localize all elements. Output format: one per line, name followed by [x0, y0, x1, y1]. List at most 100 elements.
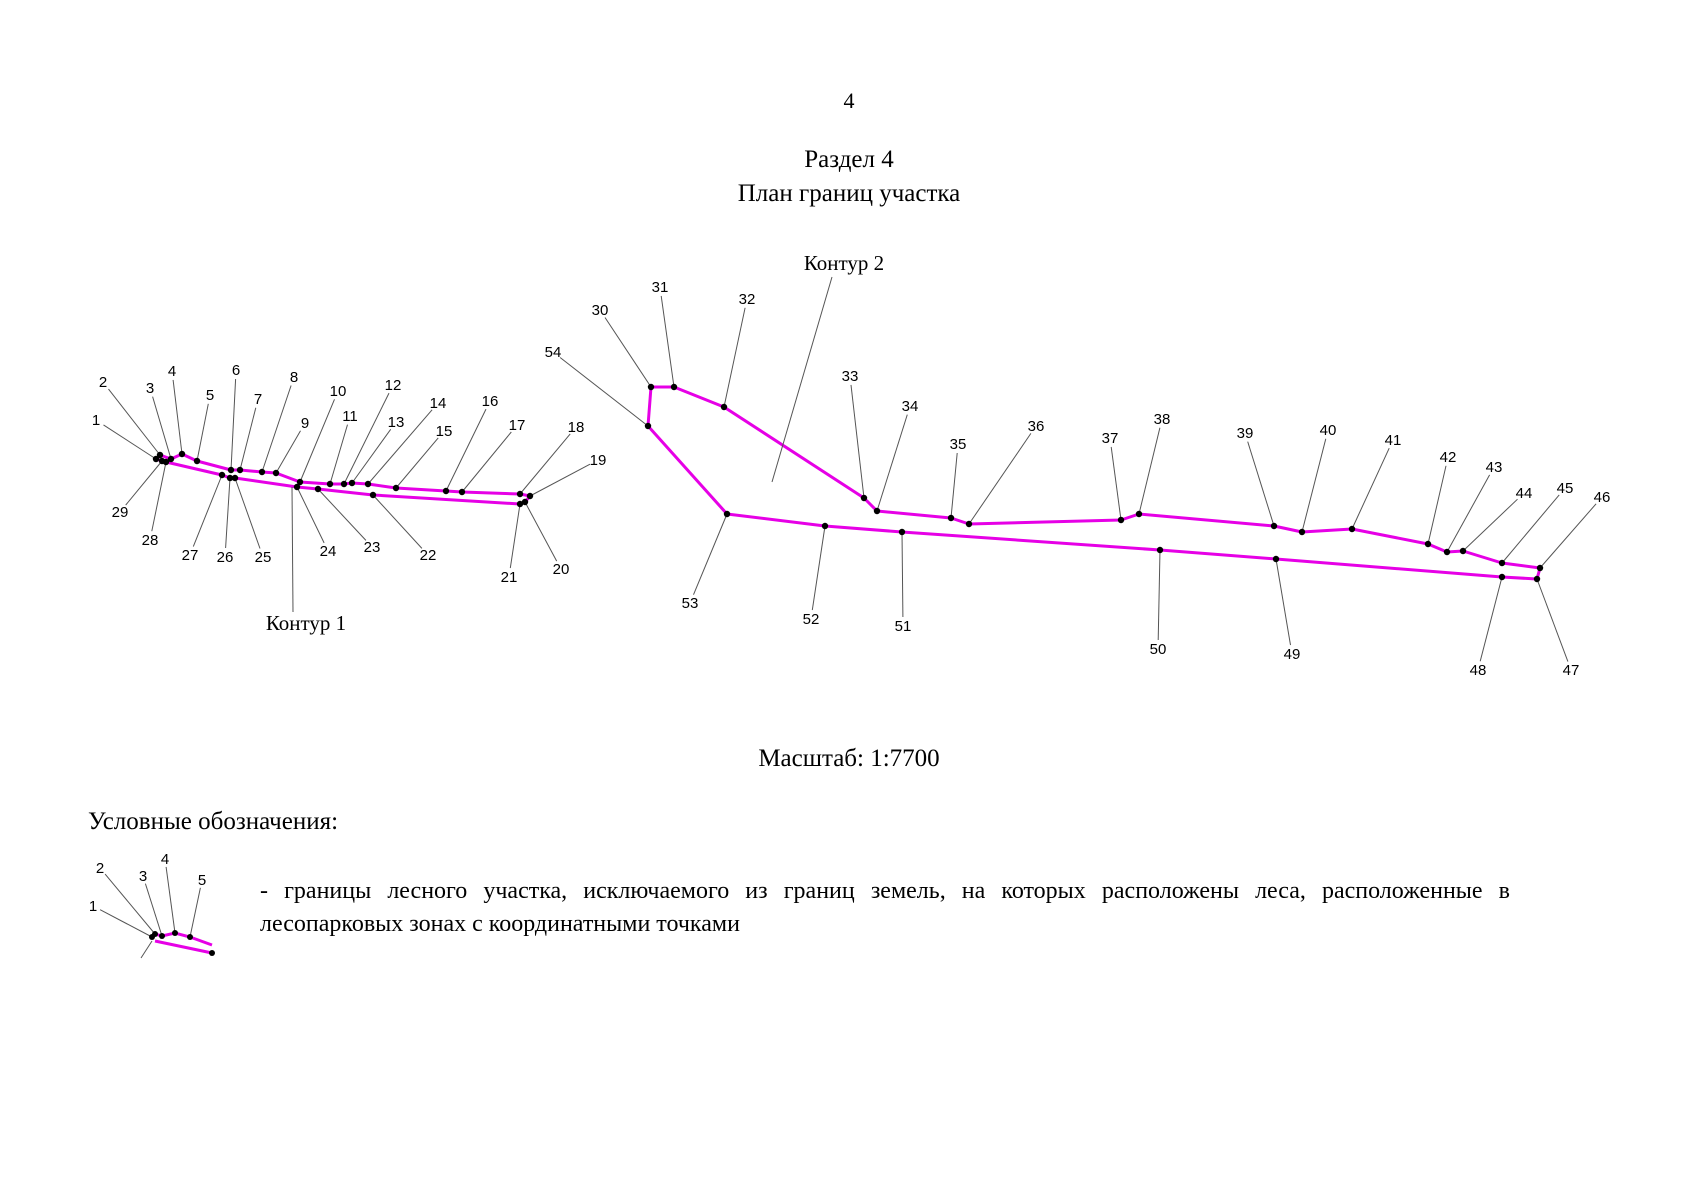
point-label-24: 24: [320, 543, 337, 560]
leader-line-22: [372, 494, 423, 549]
point-label-7: 7: [254, 391, 262, 408]
point-label-26: 26: [217, 549, 234, 566]
legend-sample-icon: 1 2 34 5: [89, 851, 215, 959]
point-label-3: 3: [146, 380, 154, 397]
point-label-45: 45: [1557, 480, 1574, 497]
leader-line-11: [329, 424, 348, 485]
point-label-19: 19: [590, 452, 607, 469]
leader-line-16: [445, 408, 487, 492]
point-label-28: 28: [142, 532, 159, 549]
point-label-32: 32: [739, 291, 756, 308]
boundary-point-40: [1298, 528, 1306, 536]
point-label-21: 21: [501, 569, 518, 586]
leader-line-21: [509, 503, 521, 569]
point-label-36: 36: [1028, 418, 1045, 435]
boundary-point-5: [193, 457, 201, 465]
leader-line-51: [901, 531, 904, 618]
point-label-6: 6: [232, 362, 240, 379]
boundary-point-47: [1533, 575, 1541, 583]
legend-heading: Условные обозначения:: [88, 808, 339, 835]
contour-2-leader: [771, 276, 833, 483]
boundary-point-49: [1272, 555, 1280, 563]
leader-line-20: [524, 501, 558, 562]
legend-sample-label-1: 1: [89, 898, 97, 915]
leader-line-42: [1427, 465, 1447, 545]
legend-description: - границы лесного участка, исключаемого …: [260, 878, 1510, 937]
leader-line-50: [1157, 549, 1161, 641]
leader-line-26: [225, 477, 231, 549]
boundary-point-3: [167, 455, 175, 463]
point-label-8: 8: [290, 369, 298, 386]
boundary-point-31: [670, 383, 678, 391]
leader-line-29: [125, 460, 163, 506]
leader-line-39: [1247, 441, 1275, 527]
boundary-point-52: [821, 522, 829, 530]
point-label-18: 18: [568, 419, 585, 436]
point-label-49: 49: [1284, 646, 1301, 663]
boundary-point-33: [860, 494, 868, 502]
section-title: Раздел 4: [804, 146, 894, 173]
boundary-point-27: [218, 471, 226, 479]
point-marks: [152, 383, 1544, 583]
point-label-37: 37: [1102, 430, 1119, 447]
boundary-point-25: [231, 474, 239, 482]
contour-1-leader: [291, 486, 294, 613]
boundary-point-18: [516, 490, 524, 498]
boundary-point-42: [1424, 540, 1432, 548]
leader-line-31: [660, 295, 675, 388]
leader-line-9: [275, 430, 301, 474]
boundary-point-20: [521, 498, 529, 506]
point-label-54: 54: [545, 344, 562, 361]
leader-line-37: [1110, 446, 1122, 521]
point-label-23: 23: [364, 539, 381, 556]
boundary-point-1: [152, 455, 160, 463]
boundary-point-32: [720, 403, 728, 411]
leader-line-28: [151, 461, 167, 532]
leader-line-3: [152, 396, 172, 460]
legend-sample-point-4: [172, 930, 178, 936]
page-number: 4: [843, 88, 855, 113]
point-label-22: 22: [420, 547, 437, 564]
leader-line-15: [395, 437, 439, 489]
point-label-27: 27: [182, 547, 199, 564]
leader-line-47: [1536, 578, 1569, 662]
legend-sample-leader-3: [144, 883, 163, 937]
leader-line-1: [103, 424, 157, 460]
point-label-13: 13: [388, 414, 405, 431]
boundary-point-17: [458, 488, 466, 496]
boundary-point-16: [442, 487, 450, 495]
contour-labels: Контур 1 Контур 2: [266, 251, 884, 635]
contour-1-label: Контур 1: [266, 611, 346, 635]
leader-line-27: [192, 474, 223, 547]
boundary-point-8: [258, 468, 266, 476]
legend-sample-boundary-lower: [154, 939, 213, 955]
point-label-11: 11: [342, 408, 358, 425]
point-label-2: 2: [99, 374, 107, 391]
leader-line-25: [234, 477, 261, 549]
point-label-42: 42: [1440, 449, 1457, 466]
contour-2-label: Контур 2: [804, 251, 884, 275]
plan-title: План границ участка: [737, 180, 961, 207]
point-label-10: 10: [330, 383, 347, 400]
legend-sample-point-5: [187, 934, 193, 940]
legend-sample-label-3: 3: [139, 868, 147, 885]
leader-line-30: [604, 317, 652, 388]
boundary-point-53: [723, 510, 731, 518]
point-label-52: 52: [803, 611, 820, 628]
point-label-50: 50: [1150, 641, 1167, 658]
leader-line-7: [239, 407, 257, 471]
boundary-point-43: [1443, 548, 1451, 556]
legend-sample-end-point: [209, 950, 215, 956]
leader-line-36: [968, 433, 1032, 525]
point-label-16: 16: [482, 393, 499, 410]
boundary-point-34: [873, 507, 881, 515]
boundary-point-36: [965, 520, 973, 528]
boundary-point-26: [226, 474, 234, 482]
point-label-33: 33: [842, 368, 859, 385]
leader-line-43: [1446, 474, 1491, 553]
legend-sample-point-2: [152, 931, 158, 937]
point-label-48: 48: [1470, 662, 1487, 679]
boundary-point-13: [348, 479, 356, 487]
leader-line-10: [299, 399, 335, 483]
point-label-46: 46: [1594, 489, 1611, 506]
